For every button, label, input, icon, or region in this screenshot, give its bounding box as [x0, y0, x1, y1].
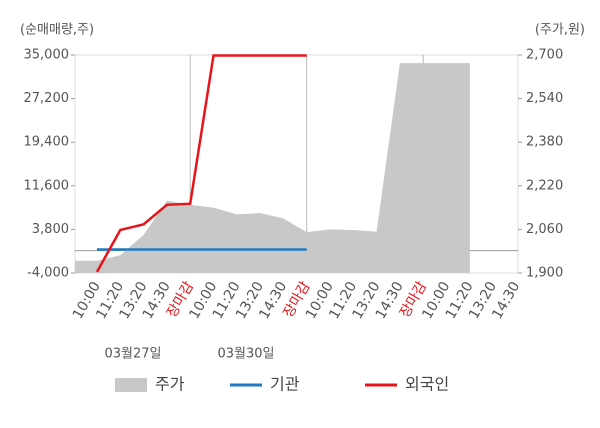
legend-label: 주가 — [155, 375, 185, 394]
legend-label: 기관 — [270, 375, 300, 394]
y-tick-label: -4,000 — [27, 266, 69, 281]
date-label: 03월30일 — [217, 347, 274, 362]
y2-tick-label: 2,700 — [526, 48, 563, 63]
legend-label: 외국인 — [405, 375, 449, 394]
y-tick-label: 11,600 — [24, 178, 70, 193]
date-label: 03월27일 — [104, 347, 161, 362]
y2-axis-label: (주가,원) — [535, 23, 585, 38]
y2-tick-label: 2,060 — [526, 222, 563, 237]
y2-tick-label: 2,380 — [526, 135, 563, 150]
y-tick-label: 19,400 — [24, 135, 70, 150]
series-line — [95, 54, 307, 273]
y2-tick-label: 2,220 — [526, 178, 563, 193]
y-tick-label: 3,800 — [32, 222, 69, 237]
y-tick-label: 35,000 — [24, 48, 70, 63]
y-tick-label: 27,200 — [24, 91, 70, 106]
y2-tick-label: 1,900 — [526, 266, 563, 281]
price-area — [75, 63, 470, 273]
y-axis-label: (순매매량,주) — [20, 23, 94, 38]
y2-tick-label: 2,540 — [526, 91, 563, 106]
legend-swatch — [115, 378, 147, 392]
